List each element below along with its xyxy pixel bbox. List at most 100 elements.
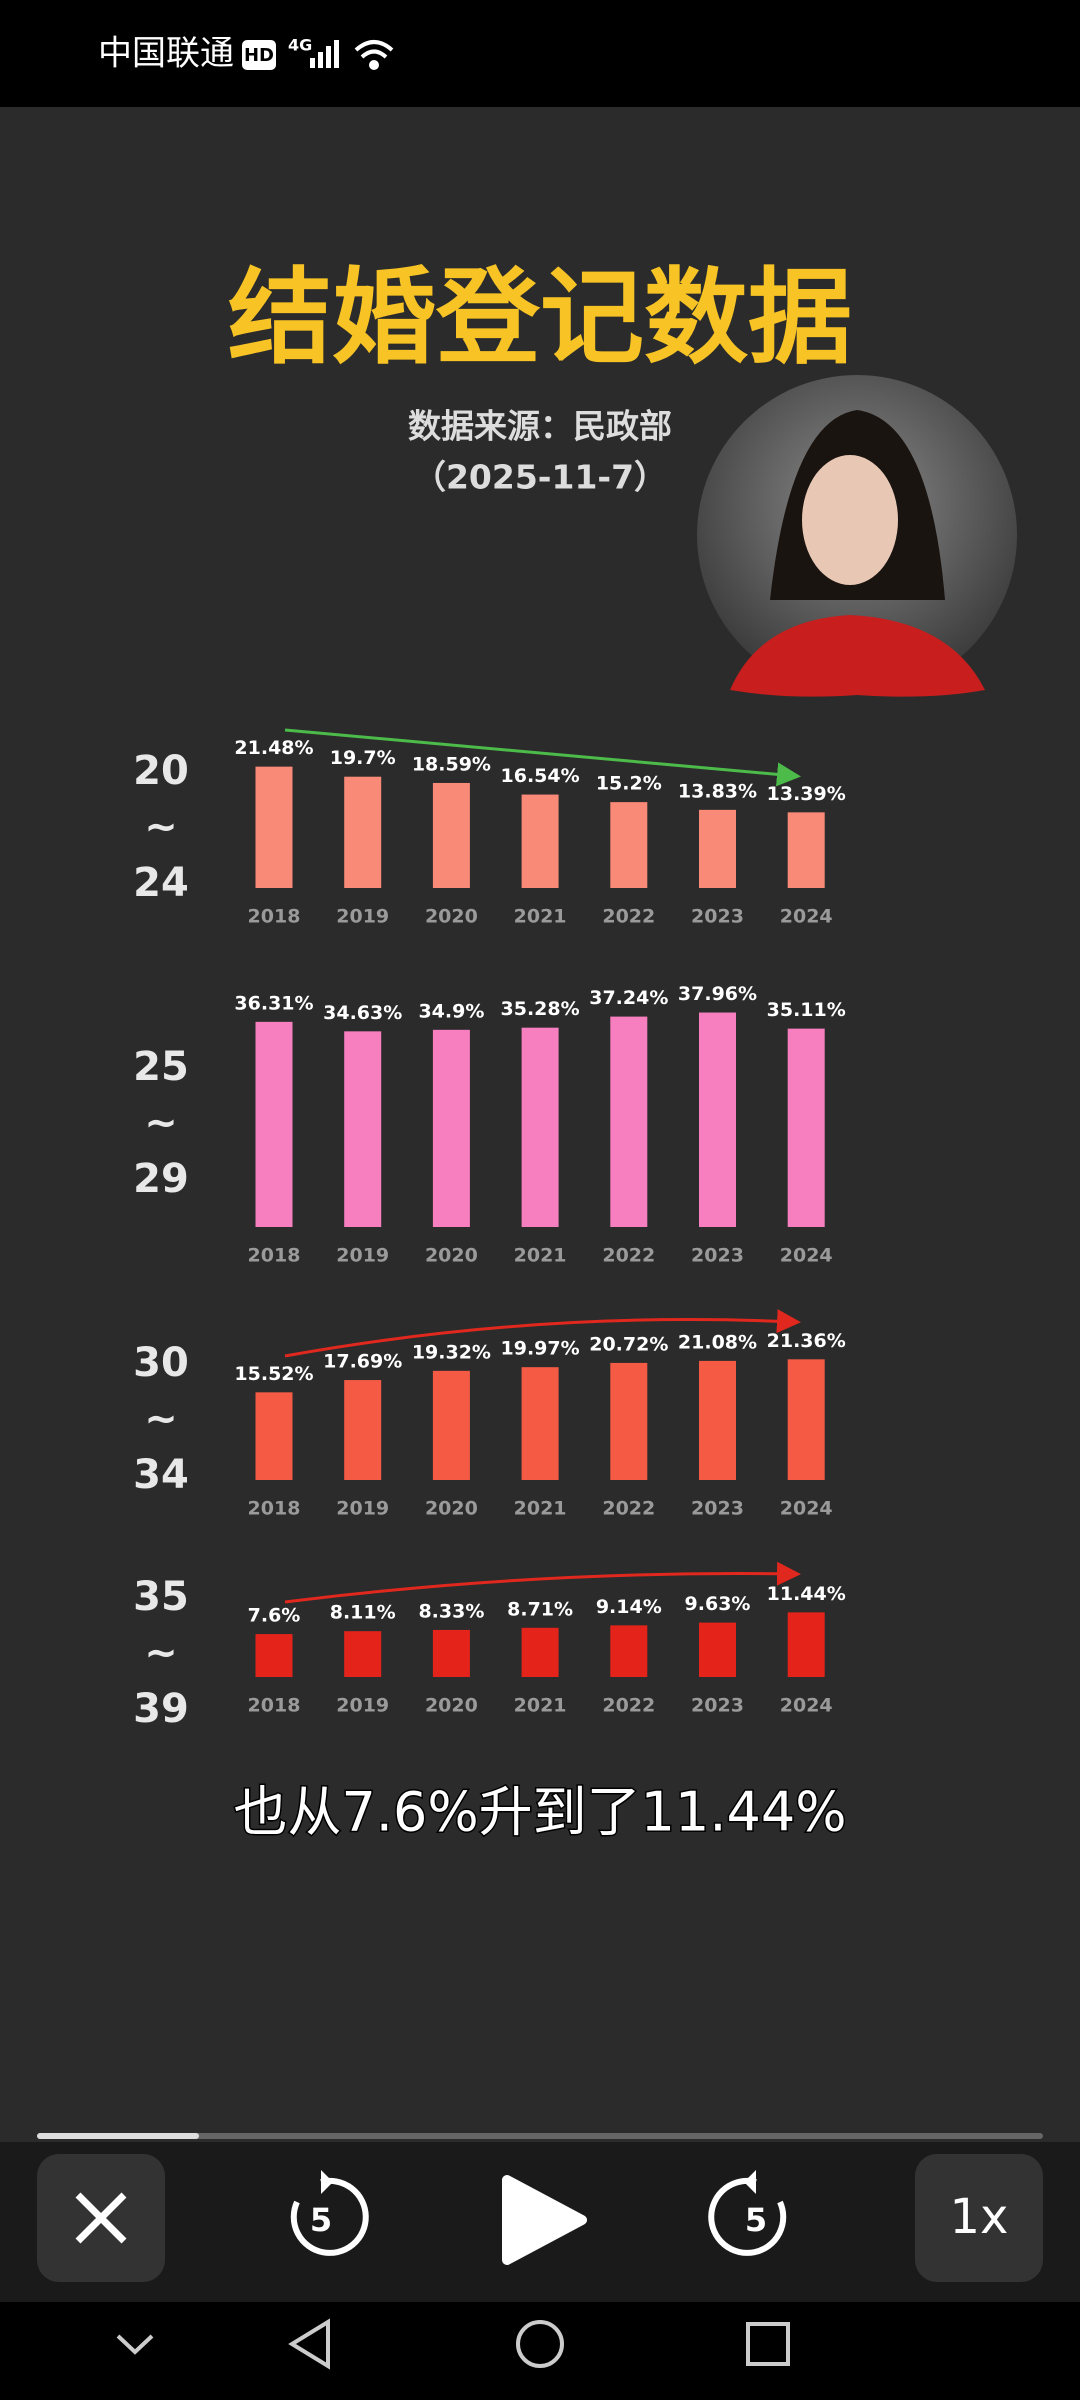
value-label: 35.11% — [767, 999, 846, 1021]
nav-bar — [0, 2302, 1080, 2400]
caption: 也从7.6%升到了11.44% — [233, 1781, 846, 1844]
forward-button[interactable] — [708, 2170, 787, 2256]
year-label: 2021 — [514, 906, 567, 928]
value-label: 17.69% — [323, 1351, 402, 1373]
year-label: 2024 — [780, 1498, 833, 1520]
year-label: 2021 — [514, 1498, 567, 1520]
value-label: 20.72% — [589, 1333, 668, 1355]
year-label: 2022 — [602, 1498, 655, 1520]
bar — [521, 794, 559, 888]
year-label: 2020 — [425, 1245, 478, 1267]
bar — [344, 1031, 382, 1227]
hd-badge: HD — [244, 45, 274, 66]
year-label: 2018 — [248, 1245, 301, 1267]
video-title: 结婚登记数据 — [228, 256, 852, 378]
year-label: 2024 — [780, 906, 833, 928]
value-label: 18.59% — [412, 753, 491, 775]
nav-collapse[interactable] — [116, 2334, 154, 2355]
value-label: 15.2% — [596, 773, 662, 795]
age-group-label: 20 — [133, 748, 189, 794]
progress-track[interactable] — [37, 2133, 1043, 2139]
year-label: 2024 — [780, 1245, 833, 1267]
age-group-label: 24 — [133, 860, 189, 906]
value-label: 8.71% — [507, 1598, 573, 1620]
bar — [344, 776, 382, 888]
value-label: 15.52% — [234, 1363, 313, 1385]
value-label: 19.97% — [501, 1338, 580, 1360]
rewind-seconds: 5 — [310, 2201, 332, 2239]
year-label: 2023 — [691, 1695, 744, 1717]
value-label: 13.39% — [767, 783, 846, 805]
age-group-label: ~ — [144, 1100, 178, 1146]
value-label: 37.24% — [589, 987, 668, 1009]
bar — [432, 1370, 470, 1480]
nav-recents[interactable] — [746, 2322, 790, 2366]
value-label: 13.83% — [678, 780, 757, 802]
year-label: 2021 — [514, 1245, 567, 1267]
value-label: 34.63% — [323, 1002, 402, 1024]
bar — [344, 1631, 382, 1677]
bar — [521, 1367, 559, 1480]
year-label: 2024 — [780, 1695, 833, 1717]
year-label: 2022 — [602, 906, 655, 928]
bar — [787, 1028, 825, 1227]
bar — [255, 1021, 293, 1227]
bar — [787, 1612, 825, 1677]
year-label: 2023 — [691, 1498, 744, 1520]
age-group-label: 29 — [133, 1156, 189, 1202]
value-label: 21.48% — [234, 737, 313, 759]
year-label: 2023 — [691, 906, 744, 928]
trend-arrow — [284, 728, 801, 787]
year-label: 2018 — [248, 1695, 301, 1717]
year-label: 2019 — [336, 906, 389, 928]
close-button[interactable] — [37, 2154, 165, 2282]
nav-home[interactable] — [516, 2320, 564, 2368]
age-group-label: 39 — [133, 1686, 189, 1732]
play-button[interactable] — [502, 2175, 587, 2265]
bar — [699, 1012, 736, 1227]
source: 数据来源：民政部 — [408, 407, 672, 446]
year-label: 2019 — [336, 1245, 389, 1267]
value-label: 9.63% — [685, 1593, 751, 1615]
year-label: 2020 — [425, 1498, 478, 1520]
bar — [610, 1625, 648, 1677]
presenter-avatar — [697, 375, 1017, 697]
bar — [787, 812, 825, 888]
value-label: 8.11% — [330, 1602, 396, 1624]
year-label: 2018 — [248, 1498, 301, 1520]
network-badge: 4G — [288, 36, 312, 55]
year-label: 2018 — [248, 906, 301, 928]
value-label: 37.96% — [678, 983, 757, 1005]
bar — [255, 1634, 293, 1677]
nav-back[interactable] — [288, 2318, 330, 2370]
value-label: 8.33% — [418, 1600, 484, 1622]
status-bar — [0, 0, 1080, 107]
bar — [699, 1622, 736, 1677]
value-label: 16.54% — [501, 765, 580, 787]
value-label: 7.6% — [248, 1605, 301, 1627]
bar — [344, 1380, 382, 1480]
speed-label: 1x — [950, 2189, 1009, 2245]
bar — [787, 1359, 825, 1480]
bar — [610, 1016, 648, 1227]
value-label: 35.28% — [501, 998, 580, 1020]
bar — [432, 1029, 470, 1227]
year-label: 2021 — [514, 1695, 567, 1717]
trend-arrow — [284, 1309, 801, 1358]
wifi — [354, 40, 394, 70]
year-label: 2023 — [691, 1245, 744, 1267]
value-label: 11.44% — [767, 1583, 846, 1605]
date: （2025-11-7） — [413, 458, 667, 497]
age-group-label: 25 — [133, 1044, 189, 1090]
value-label: 21.08% — [678, 1331, 757, 1353]
signal — [310, 40, 339, 68]
bar — [699, 809, 736, 888]
age-group-label: ~ — [144, 1630, 178, 1676]
bar — [255, 1392, 293, 1480]
bar — [610, 1362, 648, 1480]
speed-button[interactable] — [915, 2154, 1043, 2282]
trend-arrow — [284, 1561, 801, 1604]
bar — [521, 1627, 559, 1677]
rewind-button[interactable] — [290, 2170, 369, 2256]
